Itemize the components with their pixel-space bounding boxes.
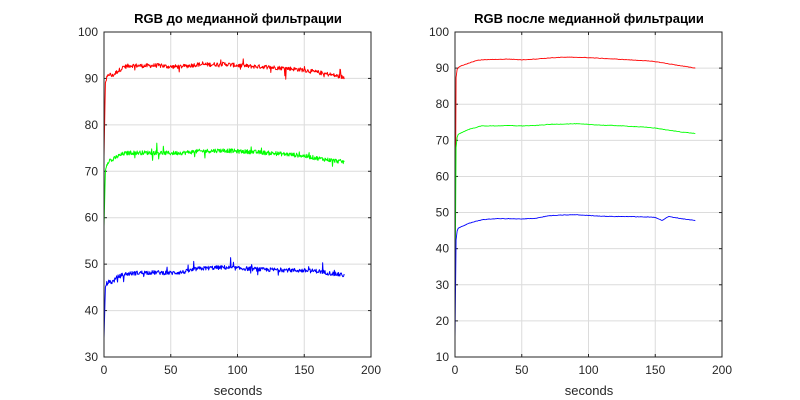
y-tick-label: 90	[436, 61, 450, 75]
x-tick-label: 100	[578, 363, 598, 377]
axes-right: RGB после медианной фильтрации seconds 0…	[429, 11, 732, 398]
y-tick-label: 40	[436, 242, 450, 256]
y-tick-label: 50	[85, 257, 99, 271]
series-line-0	[454, 56, 696, 285]
x-tick-label: 0	[101, 363, 108, 377]
x-tick-label: 100	[227, 363, 247, 377]
axes-frame	[454, 31, 723, 358]
y-tick-label: 50	[436, 206, 450, 220]
y-tick-label: 100	[429, 25, 449, 39]
chart-title: RGB после медианной фильтрации	[474, 11, 704, 26]
x-tick-label: 50	[164, 363, 178, 377]
x-tick-label: 200	[712, 363, 732, 377]
x-tick-label: 0	[452, 363, 459, 377]
y-tick-label: 70	[85, 164, 99, 178]
y-tick-label: 90	[85, 71, 99, 85]
y-tick-label: 80	[436, 97, 450, 111]
series-line-2	[454, 214, 696, 343]
y-tick-label: 40	[85, 304, 99, 318]
y-tick-label: 70	[436, 133, 450, 147]
y-tick-label: 60	[436, 169, 450, 183]
x-tick-label: 200	[361, 363, 381, 377]
grid	[455, 32, 722, 357]
chart-title: RGB до медианной фильтрации	[134, 11, 342, 26]
x-tick-label: 50	[515, 363, 529, 377]
x-axis-label: seconds	[565, 383, 614, 398]
axes-left: RGB до медианной фильтрации seconds 0 50 1…	[78, 11, 381, 398]
y-tick-label: 60	[85, 211, 99, 225]
y-tick-label: 20	[436, 314, 450, 328]
x-tick-label: 150	[294, 363, 314, 377]
series-line-0	[103, 58, 345, 158]
x-axis-label: seconds	[214, 383, 263, 398]
y-tick-label: 30	[436, 278, 450, 292]
series-line-2	[103, 257, 345, 339]
axes-frame	[103, 31, 372, 358]
series-line-1	[454, 123, 696, 303]
y-tick-label: 100	[78, 25, 98, 39]
x-tick-label: 150	[645, 363, 665, 377]
grid	[104, 32, 371, 357]
y-tick-label: 10	[436, 350, 450, 364]
y-tick-label: 80	[85, 118, 99, 132]
series-line-1	[103, 142, 345, 228]
y-tick-label: 30	[85, 350, 99, 364]
